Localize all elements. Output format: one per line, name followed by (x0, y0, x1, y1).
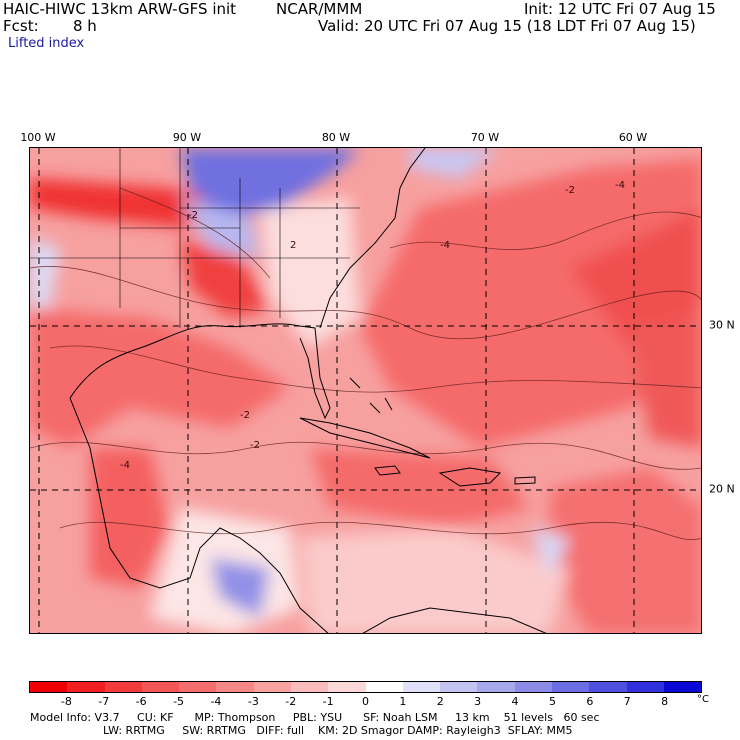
coastlines (69, 148, 547, 633)
forecast-hour: 8 h (73, 17, 97, 35)
hispaniola (438, 467, 502, 487)
atlantic-negative-area (360, 158, 701, 448)
lon-label-60w: 60 W (618, 131, 648, 144)
cuba (299, 417, 431, 459)
caribbean-negative-area (310, 448, 530, 528)
contour-label: 2 (290, 240, 296, 251)
valid-time: Valid: 20 UTC Fri 07 Aug 15 (18 LDT Fri … (318, 17, 696, 35)
atlantic-strong-area (570, 208, 701, 348)
colorbar-tick-label: -6 (135, 695, 147, 708)
contour-1 (30, 266, 701, 340)
model-title: HAIC-HIWC 13km ARW-GFS init (3, 0, 237, 18)
contour-label-group: -2 -4 -4 -2 2 -2 -4 -2 (120, 180, 625, 471)
colorbar-swatch (67, 682, 105, 692)
colorbar-tick-label: -3 (247, 695, 259, 708)
lon-label-90w: 90 W (172, 131, 202, 144)
south-caribbean-weak-area (300, 528, 570, 633)
colorbar-swatch (514, 682, 552, 692)
colorbar-tick-label: 0 (362, 695, 369, 708)
colorbar-tick-label: 5 (548, 695, 556, 708)
borders-grid (30, 148, 360, 328)
colorbar-tick-label: 3 (474, 695, 482, 708)
lon-label-80w: 80 W (321, 131, 351, 144)
colorbar-tick-label: -7 (98, 695, 110, 708)
field-name: Lifted index (8, 36, 85, 51)
jamaica (374, 465, 401, 476)
colorbar-swatch (477, 682, 515, 692)
colorbar-swatch (551, 682, 590, 692)
contour-2 (49, 345, 701, 393)
contour-6 (119, 187, 271, 279)
colorbar-swatch (253, 682, 291, 692)
colorbar-tick-label: -8 (60, 695, 72, 708)
colorbar-tick-label: 8 (661, 695, 669, 708)
colorbar-swatch (328, 682, 366, 692)
lon-label-70w: 70 W (470, 131, 500, 144)
colorbar-swatch (626, 682, 664, 692)
gulf-negative-area (30, 308, 290, 448)
contour-label: -2 (188, 210, 198, 221)
southeast-negative-area (550, 468, 701, 633)
contour-3 (30, 441, 701, 470)
forecast-label: Fcst: (3, 17, 39, 35)
colorbar-tick-label: 4 (511, 695, 519, 708)
contour-5 (389, 211, 701, 250)
colorbar-swatch (290, 682, 329, 692)
colorbar-swatch (589, 682, 627, 692)
texas-positive-area (30, 238, 60, 308)
contour-label: -2 (240, 410, 250, 421)
lon-label-100w: 100 W (20, 131, 56, 144)
south-america-coast (362, 607, 547, 633)
puerto-rico (514, 476, 536, 485)
lat-label-20n: 20 N (709, 482, 735, 496)
model-info-line1: Model Info: V3.7 CU: KF MP: Thompson PBL… (30, 711, 600, 724)
contour-lines (30, 187, 701, 540)
contour-label: -4 (120, 460, 130, 471)
colorbar-tick-label: -1 (322, 695, 334, 708)
init-time: Init: 12 UTC Fri 07 Aug 15 (524, 0, 716, 18)
small-positive-area (530, 528, 570, 578)
org-label: NCAR/MMM (276, 0, 363, 18)
colorbar-swatch (179, 682, 217, 692)
state-borders (30, 148, 360, 328)
colorbar-swatch (30, 682, 68, 692)
contour-label: -4 (615, 180, 625, 191)
colorbar-tick-label: -5 (173, 695, 185, 708)
colorbar-tick-label: 1 (399, 695, 407, 708)
colorbar-swatch (141, 682, 180, 692)
colorbar-swatch (216, 682, 254, 692)
colorbar-tick-label: 6 (586, 695, 594, 708)
contour-label: -2 (565, 185, 575, 196)
lifted-index-map: -2 -4 -4 -2 2 -2 -4 -2 (29, 147, 702, 634)
mexico-central-america-coast (69, 397, 329, 633)
colorbar-swatch (365, 682, 403, 692)
bahamas (349, 377, 393, 414)
colorbar (29, 681, 702, 693)
colorbar-swatch (402, 682, 441, 692)
mexico-negative-area (90, 448, 170, 588)
lat-label-30n: 30 N (709, 318, 735, 332)
colorbar-tick-label: -2 (285, 695, 297, 708)
colorbar-tick-label: -4 (210, 695, 222, 708)
map-canvas: -2 -4 -4 -2 2 -2 -4 -2 (30, 148, 701, 633)
colorbar-tick-label: 2 (436, 695, 444, 708)
colorbar-swatch (663, 682, 702, 692)
model-info-line2: LW: RRTMG SW: RRTMG DIFF: full KM: 2D Sm… (103, 724, 573, 737)
colorbar-unit: °C (697, 694, 709, 705)
us-east-coast (319, 148, 426, 329)
colorbar-swatch (104, 682, 142, 692)
contour-label: -2 (250, 440, 260, 451)
honduras-positive-area (210, 558, 270, 618)
contour-label: -4 (440, 240, 450, 251)
contour-4 (59, 521, 701, 540)
colorbar-swatch (440, 682, 478, 692)
graticule (30, 148, 701, 633)
east-atlantic-strong-area (630, 318, 701, 448)
colorbar-tick-label: 7 (623, 695, 631, 708)
north-positive-area (180, 148, 360, 218)
northeast-positive-area (410, 148, 500, 178)
